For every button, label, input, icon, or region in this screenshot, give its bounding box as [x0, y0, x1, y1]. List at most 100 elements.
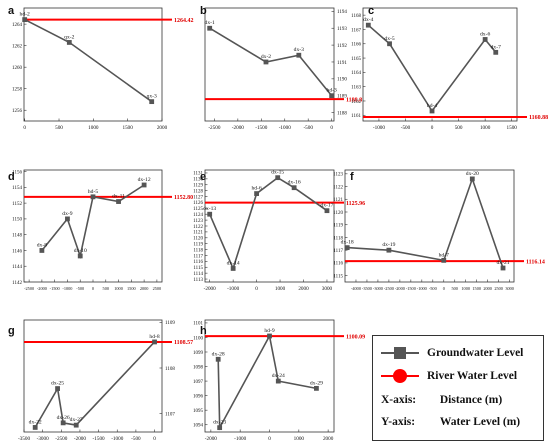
panel-f-xtick-label: -4000: [351, 286, 361, 291]
panel-g-xtick-label: -2500: [55, 436, 68, 442]
panel-g-xtick-label: -1000: [111, 436, 124, 442]
panel-c-xtick-label: -1000: [373, 125, 386, 131]
panel-f-ytick-label: 1118: [333, 236, 343, 241]
panel-a-xtick-label: 0: [23, 125, 26, 131]
panel-e-point-hd-6: [254, 191, 259, 196]
legend-item-groundwater: Groundwater Level: [381, 345, 523, 361]
panel-e-xtick-label: -1000: [227, 286, 240, 292]
panel-f-point-dx-20: [469, 176, 475, 182]
panel-c-point-dx-5: [387, 41, 392, 47]
panel-e-point-label-dx-17: dx-17: [320, 203, 333, 209]
panel-g-xtick-label: -500: [131, 436, 141, 442]
panel-e-xtick-label: 2000: [298, 286, 309, 292]
panel-h-point-label-dx-24: dx-24: [272, 373, 285, 379]
panel-f-point-label-dx-20: dx-20: [466, 171, 479, 177]
panel-c-ytick-label: 1162: [351, 100, 361, 105]
panel-g-frame: [23, 319, 163, 433]
panel-h-ytick-label: 1096: [193, 394, 204, 399]
panel-d-ytick-label: 1150: [12, 218, 22, 223]
panel-e-ytick-label: 1125: [193, 207, 203, 212]
panel-c-title: c: [368, 5, 374, 17]
legend-x-axis-note: X-axis: Distance (m): [381, 394, 502, 406]
panel-f-frame: [344, 169, 515, 283]
panel-h-xtick-label: 1000: [294, 436, 305, 442]
panel-b-point-dx-3: [296, 52, 302, 58]
panel-c-ytick-label: 1164: [351, 71, 361, 76]
panel-e-title: e: [200, 171, 206, 183]
panel-f-ytick-label: 1121: [333, 198, 343, 203]
panel-d-xtick-label: -2500: [24, 286, 34, 291]
panel-f-groundwater-line: [347, 176, 504, 269]
legend-box: Groundwater Level River Water Level X-ax…: [372, 335, 544, 441]
panel-g-xtick-label: -1500: [93, 436, 106, 442]
panel-d-ytick-label: 1156: [12, 170, 22, 175]
panel-a-point-label-qx-3: qx-3: [147, 94, 157, 100]
panel-g-ytick-label: 1108: [165, 367, 175, 372]
panel-h-river-label: 1100.09: [346, 334, 365, 340]
panel-f-xtick-label: -500: [429, 286, 437, 291]
panel-e-ytick-label: 1122: [193, 225, 203, 230]
panel-a-xtick-label: 500: [55, 125, 63, 131]
panel-b-groundwater-line: [209, 27, 333, 97]
panel-e-ytick-label: 1115: [193, 266, 203, 271]
panel-e-ytick-label: 1119: [193, 242, 203, 247]
panel-c-xtick-label: -500: [401, 125, 411, 131]
panel-e-ytick-label: 1127: [193, 195, 203, 200]
panel-f-xtick-label: 500: [452, 286, 458, 291]
panel-f-ytick-label: 1115: [333, 274, 343, 279]
panel-h-ytick-label: 1099: [193, 351, 204, 356]
panel-f-point-label-hd-7: hd-7: [439, 252, 449, 258]
panel-b-ytick-label: 1192: [337, 44, 347, 49]
panel-g-point-dx-26: [60, 420, 66, 426]
panel-b-point-dx-2: [263, 59, 269, 65]
panel-e-river-label: 1125.96: [346, 201, 365, 207]
panel-e-ytick-label: 1113: [193, 278, 203, 283]
panel-h-point-label-hd-9: hd-9: [264, 328, 274, 334]
panel-d-point-dx-11: [116, 199, 121, 204]
panel-g-point-dx-22: [32, 425, 38, 430]
panel-d-ytick-label: 1146: [12, 249, 22, 254]
panel-d-point-label-dx-9: dx-9: [62, 211, 72, 217]
panel-g-point-label-dx-25: dx-25: [51, 381, 64, 387]
panel-a-xtick-label: 1500: [122, 125, 133, 131]
panel-e-point-dx-13: [207, 211, 213, 217]
panel-g-point-label-dx-27: dx-27: [70, 417, 83, 423]
panel-c-point-label-dx-7: dx-7: [491, 44, 501, 50]
panel-f-ytick-label: 1120: [333, 211, 343, 216]
panel-f-xtick-label: 2500: [494, 286, 503, 291]
panel-d-ytick-label: 1152: [12, 202, 22, 207]
panel-b-ytick-label: 1194: [337, 10, 347, 15]
panel-a-groundwater-line: [24, 18, 153, 103]
panel-d-xtick-label: -500: [76, 286, 84, 291]
panel-d-xtick-label: -2000: [37, 286, 47, 291]
panel-a-point-qx-3: [149, 99, 155, 105]
panel-b-point-label-dx-3: dx-3: [294, 47, 304, 53]
panel-c-ytick-label: 1165: [351, 57, 361, 62]
panel-f-river-label: 1116.14: [526, 259, 545, 265]
panel-f-point-label-dx-21: dx-21: [496, 260, 509, 266]
panel-d-ytick-label: 1148: [12, 233, 22, 238]
panel-g-point-label-dx-26: dx-26: [57, 415, 70, 421]
panel-f-xtick-label: -3500: [362, 286, 372, 291]
panel-d-point-label-hd-5: hd-5: [88, 189, 98, 195]
panel-b-river-label: 1188.8: [346, 97, 362, 103]
panel-a-ytick-label: 1260: [12, 66, 23, 71]
panel-e-ytick-label: 1126: [193, 201, 203, 206]
panel-d-point-dx-12: [141, 182, 147, 188]
panel-h-groundwater-line: [217, 333, 317, 431]
panel-c-ytick-label: 1163: [351, 85, 361, 90]
panel-e-ytick-label: 1130: [193, 178, 203, 183]
panel-e-xtick-label: 0: [255, 286, 258, 292]
panel-h-title: h: [200, 325, 207, 337]
panel-c-point-label-dx-4: dx-4: [363, 17, 373, 23]
panel-d-point-label-dx-11: dx-11: [112, 194, 125, 200]
panel-c-river-label: 1160.88: [529, 115, 548, 121]
panel-a-river-label: 1264.42: [174, 18, 194, 24]
panel-c-point-label-hd-4: hd-4: [427, 103, 437, 109]
panel-d-ytick-label: 1154: [12, 186, 22, 191]
panel-f-point-label-dx-19: dx-19: [382, 242, 395, 248]
panel-h-point-dx-28: [215, 356, 221, 362]
panel-d-title: d: [8, 171, 15, 183]
panel-c-point-label-dx-6: dx-6: [480, 31, 490, 37]
panel-b-xtick-label: -1000: [279, 125, 292, 131]
